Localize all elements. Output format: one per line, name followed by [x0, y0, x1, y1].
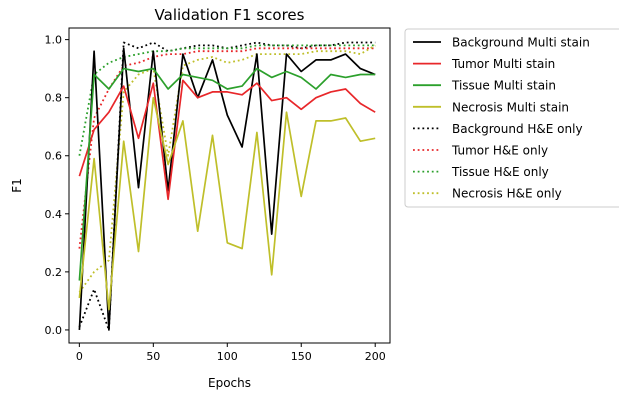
series-line-3: [78, 96, 376, 311]
y-tick-label: 1.0: [45, 34, 63, 47]
y-tick-label: 0.2: [45, 266, 63, 279]
x-tick-label: 0: [76, 350, 83, 363]
legend-label: Tumor H&E only: [451, 144, 548, 158]
legend-label: Tumor Multi stain: [451, 57, 555, 71]
legend-label: Background H&E only: [452, 122, 583, 136]
y-axis: 0.0 0.2 0.4 0.6 0.8 1.0: [45, 34, 69, 337]
plot-frame: [68, 27, 391, 344]
legend-label: Necrosis H&E only: [452, 187, 562, 201]
series-line-0: [78, 47, 376, 331]
legend-label: Tissue H&E only: [451, 165, 549, 179]
x-tick-label: 100: [217, 350, 238, 363]
series-line-2: [78, 67, 376, 281]
legend-label: Necrosis Multi stain: [452, 100, 569, 114]
x-tick-label: 200: [365, 350, 386, 363]
y-tick-label: 0.8: [45, 92, 63, 105]
series-line-6: [78, 44, 376, 156]
legend-box: [404, 28, 619, 208]
series-line-7: [78, 44, 376, 293]
series-line-1: [78, 79, 376, 201]
y-tick-label: 0.0: [45, 324, 63, 337]
chart-title: Validation F1 scores: [155, 6, 305, 24]
legend-label: Background Multi stain: [452, 36, 590, 50]
y-tick-label: 0.6: [45, 150, 63, 163]
x-axis-label: Epochs: [208, 376, 251, 390]
y-tick-label: 0.4: [45, 208, 63, 221]
legend: Background Multi stain Tumor Multi stain T…: [404, 28, 619, 208]
x-tick-label: 50: [146, 350, 160, 363]
legend-label: Tissue Multi stain: [451, 79, 556, 93]
x-axis: 0 50 100 150 200: [76, 343, 386, 363]
x-tick-label: 150: [291, 350, 312, 363]
series-line-5: [78, 47, 376, 249]
y-axis-label: F1: [10, 178, 24, 193]
